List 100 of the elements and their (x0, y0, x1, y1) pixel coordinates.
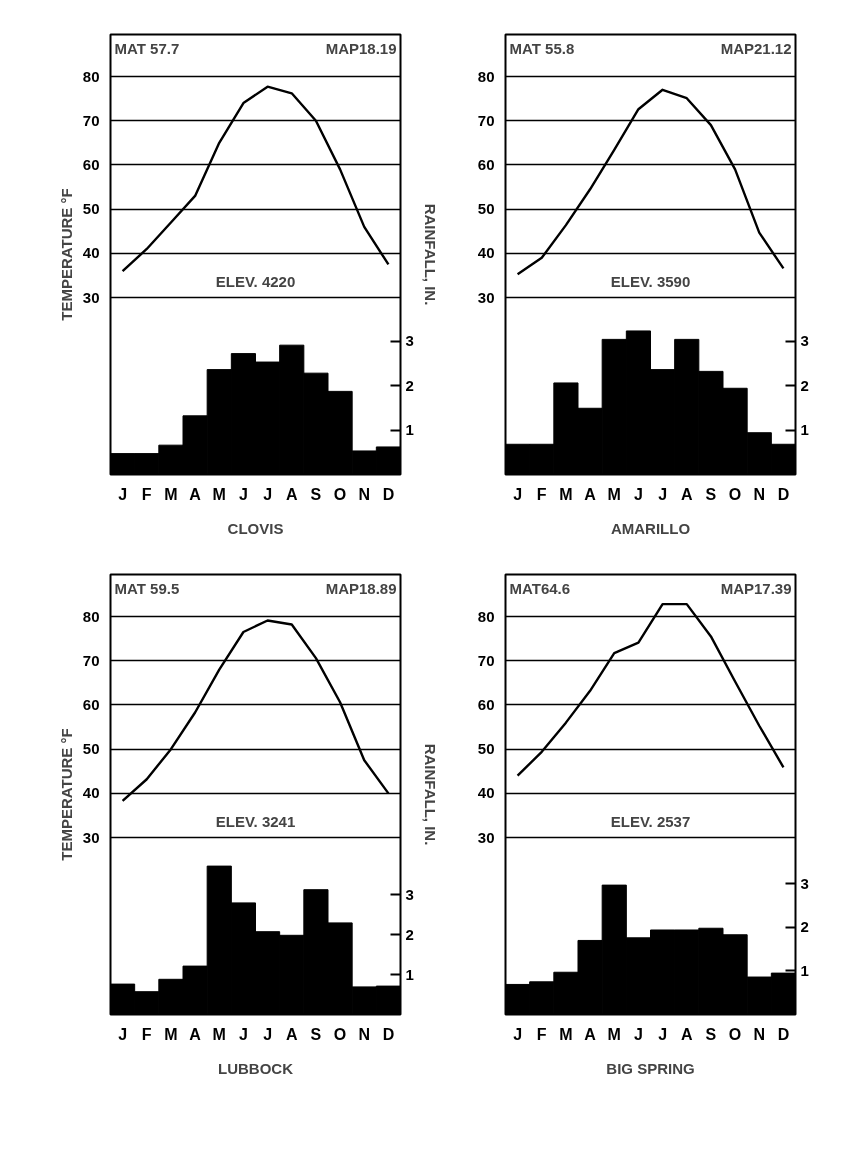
y-tick-label: 40 (82, 244, 100, 262)
line-series (121, 619, 390, 803)
y-tick-label: 40 (477, 244, 495, 262)
x-tick-label: J (238, 485, 248, 503)
x-tick-label: O (333, 1025, 347, 1043)
x-axis-title: AMARILLO (610, 519, 691, 537)
y-tick-label: 60 (82, 695, 100, 713)
y2-tick-label: 2 (800, 918, 809, 936)
y-tick-label: 50 (477, 740, 495, 758)
y-tick-label: 40 (477, 784, 495, 802)
y-tick-label: 80 (477, 607, 495, 625)
x-tick-label: F (536, 485, 547, 503)
x-tick-label: A (584, 485, 597, 503)
x-tick-label: J (238, 1025, 248, 1043)
x-tick-label: N (358, 485, 371, 503)
line-series (516, 88, 785, 276)
y-tick-label: 80 (477, 67, 495, 85)
y-tick-label: 70 (477, 651, 495, 669)
x-tick-label: J (658, 485, 668, 503)
y-tick-label: 80 (82, 67, 100, 85)
x-tick-label: S (705, 1025, 717, 1043)
x-tick-label: J (513, 1025, 523, 1043)
y2-tick-label: 3 (800, 332, 809, 350)
x-tick-label: J (118, 485, 128, 503)
y-tick-label: 40 (82, 784, 100, 802)
x-tick-label: D (382, 485, 395, 503)
annotation: MAT64.6 (509, 579, 571, 597)
x-tick-label: F (141, 1025, 152, 1043)
x-axis-title: CLOVIS (227, 519, 284, 537)
y-tick-label: 30 (82, 288, 100, 306)
x-tick-label: J (118, 1025, 128, 1043)
annotation: MAT 59.5 (114, 579, 180, 597)
annotation: MAP21.12 (720, 39, 792, 57)
x-tick-label: A (285, 485, 298, 503)
x-tick-label: M (164, 485, 178, 503)
y-tick-label: 70 (82, 651, 100, 669)
x-tick-label: S (705, 485, 717, 503)
y-tick-label: 70 (82, 111, 100, 129)
annotation: MAT 55.8 (509, 39, 575, 57)
y2-tick-label: 3 (800, 874, 809, 892)
x-tick-label: F (141, 485, 152, 503)
x-tick-label: O (333, 485, 347, 503)
y2-tick-label: 1 (800, 421, 809, 439)
x-tick-label: A (584, 1025, 597, 1043)
x-axis-title: LUBBOCK (218, 1059, 294, 1077)
x-tick-label: D (777, 485, 790, 503)
annotation: ELEV. 2537 (610, 812, 691, 830)
y-tick-label: 30 (477, 288, 495, 306)
annotation: ELEV. 4220 (215, 272, 296, 290)
annotation: MAP18.89 (325, 579, 397, 597)
x-tick-label: J (633, 485, 643, 503)
x-tick-label: S (310, 1025, 322, 1043)
x-tick-label: J (263, 485, 273, 503)
y-tick-label: 30 (82, 828, 100, 846)
x-tick-label: O (728, 485, 742, 503)
x-tick-label: M (212, 1025, 226, 1043)
x-tick-label: M (212, 485, 226, 503)
x-tick-label: J (658, 1025, 668, 1043)
annotation: MAP17.39 (720, 579, 792, 597)
line-series (121, 85, 390, 273)
x-tick-label: A (680, 485, 693, 503)
x-tick-label: M (607, 1025, 621, 1043)
x-tick-label: M (559, 485, 573, 503)
y2-axis-title: RAINFALL, IN. (421, 743, 439, 846)
x-tick-label: N (753, 485, 766, 503)
y-tick-label: 50 (477, 200, 495, 218)
y-tick-label: 60 (82, 155, 100, 173)
y-tick-label: 50 (82, 740, 100, 758)
x-tick-label: A (189, 1025, 202, 1043)
x-tick-label: D (777, 1025, 790, 1043)
x-tick-label: D (382, 1025, 395, 1043)
y-tick-label: 50 (82, 200, 100, 218)
x-tick-label: J (633, 1025, 643, 1043)
x-tick-label: M (164, 1025, 178, 1043)
annotation: ELEV. 3241 (215, 812, 296, 830)
x-tick-label: S (310, 485, 322, 503)
y-tick-label: 30 (477, 828, 495, 846)
x-tick-label: A (680, 1025, 693, 1043)
x-tick-label: F (536, 1025, 547, 1043)
y2-axis-title: RAINFALL, IN. (421, 203, 439, 306)
y2-tick-label: 1 (800, 961, 809, 979)
y-tick-label: 70 (477, 111, 495, 129)
x-axis-title: BIG SPRING (606, 1059, 695, 1077)
x-tick-label: A (285, 1025, 298, 1043)
y2-tick-label: 1 (405, 965, 414, 983)
y2-tick-label: 2 (800, 376, 809, 394)
y-tick-label: 80 (82, 607, 100, 625)
annotation: ELEV. 3590 (610, 272, 691, 290)
y-axis-title: TEMPERATURE °F (57, 728, 75, 861)
y2-tick-label: 2 (405, 376, 414, 394)
y-axis-title: TEMPERATURE °F (57, 188, 75, 321)
x-tick-label: O (728, 1025, 742, 1043)
x-tick-label: N (358, 1025, 371, 1043)
y2-tick-label: 3 (405, 332, 414, 350)
x-tick-label: M (559, 1025, 573, 1043)
y-tick-label: 60 (477, 155, 495, 173)
annotation: MAP18.19 (325, 39, 397, 57)
x-tick-label: J (513, 485, 523, 503)
x-tick-label: M (607, 485, 621, 503)
y-tick-label: 60 (477, 695, 495, 713)
